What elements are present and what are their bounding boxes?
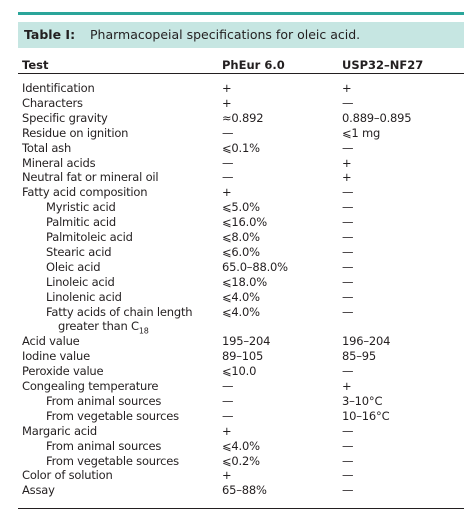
title-bar: Table I: Pharmacopeial specifications fo…	[18, 22, 464, 48]
usp-value: —	[342, 304, 354, 319]
test-name: Palmitoleic acid	[46, 230, 133, 244]
usp-value: —	[342, 274, 354, 289]
pheur-value: +	[222, 185, 232, 200]
usp-value: —	[342, 185, 354, 200]
pheur-value: —	[222, 379, 234, 393]
pheur-value: 65–88%	[222, 483, 267, 498]
pheur-value: 89–105	[222, 349, 264, 364]
usp-value: +	[342, 155, 352, 170]
test-name: Oleic acid	[46, 259, 101, 274]
usp-value: —	[342, 259, 354, 274]
usp-value: —	[342, 468, 354, 483]
pheur-value: ⩽4.0%	[222, 289, 260, 304]
usp-value: —	[342, 140, 354, 155]
usp-value: +	[342, 81, 352, 95]
test-name-line2: greater than C	[58, 319, 139, 334]
column-header: Test	[22, 58, 49, 72]
usp-value: 196–204	[342, 334, 391, 349]
column-header: USP32–NF27	[342, 58, 424, 72]
bottom-rule	[18, 508, 464, 509]
usp-value: 10–16°C	[342, 408, 390, 423]
pheur-value: —	[222, 408, 234, 423]
pheur-value: ⩽8.0%	[222, 230, 260, 244]
pheur-value: +	[222, 423, 232, 438]
test-name: Fatty acid composition	[22, 185, 148, 200]
test-name: From vegetable sources	[46, 408, 179, 423]
title-label: Table I:	[24, 27, 76, 42]
usp-value: +	[342, 379, 352, 393]
pheur-value: ≈0.892	[222, 110, 264, 125]
test-name: Color of solution	[22, 468, 113, 483]
test-name: Myristic acid	[46, 200, 116, 215]
pheur-value: ⩽6.0%	[222, 244, 260, 259]
test-name: Fatty acids of chain length	[46, 304, 193, 319]
test-name: From animal sources	[46, 393, 162, 408]
test-name: Assay	[22, 483, 55, 498]
usp-value: ⩽1 mg	[342, 125, 381, 140]
usp-value: 3–10°C	[342, 393, 383, 408]
usp-value: —	[342, 215, 354, 230]
test-name: Congealing temperature	[22, 379, 159, 393]
usp-value: +	[342, 170, 352, 185]
pheur-value: ⩽10.0	[222, 364, 257, 379]
pheur-value: ⩽4.0%	[222, 304, 260, 319]
test-name: Margaric acid	[22, 423, 98, 438]
test-name: Peroxide value	[22, 364, 104, 379]
test-name: Characters	[22, 95, 83, 110]
pheur-value: +	[222, 95, 232, 110]
pheur-value: —	[222, 393, 234, 408]
test-name: From vegetable sources	[46, 453, 179, 468]
pheur-value: +	[222, 468, 232, 483]
usp-value: —	[342, 423, 354, 438]
pheur-value: ⩽0.1%	[222, 140, 260, 155]
pheur-value: —	[222, 170, 234, 185]
pheur-value: 65.0–88.0%	[222, 259, 288, 274]
test-name: Total ash	[22, 140, 72, 155]
pheur-value: —	[222, 155, 234, 170]
pheur-value: +	[222, 81, 232, 95]
usp-value: —	[342, 453, 354, 468]
test-name: Iodine value	[22, 349, 90, 364]
usp-value: —	[342, 230, 354, 244]
test-name: Neutral fat or mineral oil	[22, 170, 159, 185]
pheur-value: ⩽0.2%	[222, 453, 260, 468]
usp-value: —	[342, 438, 354, 453]
usp-value: —	[342, 289, 354, 304]
test-name: From animal sources	[46, 438, 162, 453]
pheur-value: ⩽16.0%	[222, 215, 267, 230]
test-name: Specific gravity	[22, 110, 108, 125]
subscript: 18	[138, 326, 149, 336]
test-name: Linolenic acid	[46, 289, 122, 304]
test-name-cont: greater than C18	[58, 319, 149, 338]
pheur-value: 195–204	[222, 334, 271, 349]
column-header: PhEur 6.0	[222, 58, 285, 72]
test-name: Residue on ignition	[22, 125, 129, 140]
test-name: Identification	[22, 81, 95, 95]
test-name: Acid value	[22, 334, 80, 349]
pheur-value: ⩽5.0%	[222, 200, 260, 215]
title-text: Pharmacopeial specifications for oleic a…	[90, 27, 361, 42]
pheur-value: —	[222, 125, 234, 140]
top-rule	[18, 12, 464, 15]
test-name: Linoleic acid	[46, 274, 115, 289]
header-rule	[18, 73, 464, 74]
pheur-value: ⩽4.0%	[222, 438, 260, 453]
test-name: Stearic acid	[46, 244, 112, 259]
usp-value: 0.889–0.895	[342, 110, 412, 125]
usp-value: —	[342, 95, 354, 110]
usp-value: —	[342, 364, 354, 379]
usp-value: —	[342, 244, 354, 259]
test-name: Palmitic acid	[46, 215, 117, 230]
test-name: Mineral acids	[22, 155, 96, 170]
usp-value: 85–95	[342, 349, 377, 364]
pheur-value: ⩽18.0%	[222, 274, 267, 289]
usp-value: —	[342, 200, 354, 215]
usp-value: —	[342, 483, 354, 498]
